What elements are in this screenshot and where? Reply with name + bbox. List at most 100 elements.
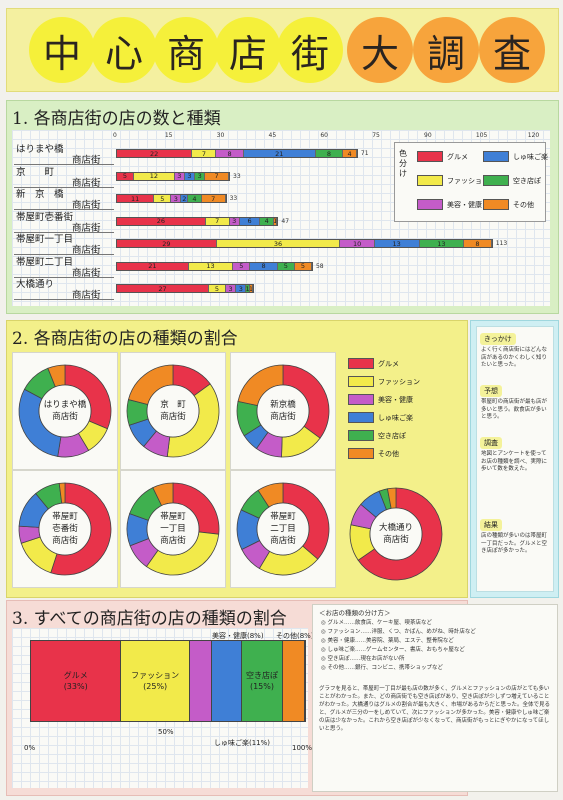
bar-segment: 4: [188, 195, 202, 202]
legend2-gourmet: グルメ: [348, 358, 399, 369]
title-char-4: 店: [215, 17, 281, 83]
swatch-other: [348, 448, 374, 459]
stack-segment-text: グルメ (33%): [64, 670, 88, 692]
title-char-1: 中: [29, 17, 95, 83]
donut-hole: [256, 502, 310, 556]
axis-tick: 15: [164, 132, 173, 139]
bar-segment: 27: [117, 285, 209, 292]
side-text-survey: 地図とアンケートを使ってお店の種類を調べ、実際に歩いて数を数えた。: [481, 451, 548, 472]
bar: 29 36 10 13 13 8: [116, 239, 493, 248]
side-heading-prediction: 予想: [480, 385, 502, 397]
bar-segment: 7: [205, 172, 229, 180]
donut-cell: 帯屋町 壱番街 商店街: [12, 470, 118, 588]
title-char-3: 商: [153, 17, 219, 83]
notes-item: ◎ ファッション……洋服、くつ、かばん、めがね、時計店など: [321, 629, 476, 635]
donut-label: 商店街: [270, 412, 296, 422]
swatch-gourmet: [417, 151, 443, 162]
side-heading-survey: 調査: [480, 437, 502, 449]
axis-tick: 60: [320, 132, 328, 139]
swatch-shikou: [348, 412, 374, 423]
donut-label: はりまや橋: [43, 400, 87, 410]
legend-label: グルメ: [447, 152, 468, 161]
bar-segment: 5: [208, 285, 226, 292]
donut-hole: [38, 502, 92, 556]
stack-segment: [189, 641, 212, 721]
row-sublabel: 商店街: [72, 155, 101, 166]
legend-shikou: しゅ味ご楽: [483, 151, 548, 162]
donut-label: 大橋通り: [378, 523, 413, 533]
bar-segment: 3: [171, 195, 182, 202]
bar: 11 5 3 2 4 7: [116, 194, 227, 203]
row-label: 大橋通り: [16, 279, 55, 290]
bar-segment: 7: [201, 195, 226, 202]
swatch-gourmet: [348, 358, 374, 369]
row-label: 帯屋町二丁目: [16, 256, 74, 268]
notes-item: ◎ グルメ……飲食店、ケーキ屋、喫茶店など: [321, 620, 433, 626]
notes-title: ＜お店の種類の分け方＞: [319, 609, 391, 617]
section2-heading: 2. 各商店街の店の種類の割合: [12, 329, 238, 349]
donut-label: 一丁目: [160, 524, 186, 534]
stack-segment: 空き店ぽ (15%): [241, 641, 284, 721]
bar-segment: 12: [133, 172, 175, 180]
donut-cell: 帯屋町 一丁目 商店街: [120, 470, 226, 588]
legend-label: グルメ: [378, 359, 399, 368]
stack-segment: [211, 641, 242, 721]
donut-cell: 帯屋町 二丁目 商店街: [230, 470, 336, 588]
bar-segment: 3: [184, 172, 196, 180]
axis-tick: 120: [527, 132, 540, 139]
legend2-beauty: 美容・健康: [348, 394, 413, 405]
stack-segment-pct: (15%): [249, 682, 274, 691]
callout-beauty: 美容・健康(8%): [212, 632, 264, 640]
bar-segment: 26: [117, 217, 206, 225]
swatch-shikou: [483, 151, 509, 162]
legend2-other: その他: [348, 448, 399, 459]
row-label: 帯屋町壱番街: [16, 211, 74, 223]
stack-segment-pct: (33%): [63, 682, 88, 691]
legend-label: その他: [513, 200, 534, 209]
bar: 21 13 5 8 5 5: [116, 261, 313, 271]
donut-cell: はりまや橋 商店街: [12, 352, 118, 470]
donut-label: 商店街: [383, 535, 409, 545]
row-divider: [14, 209, 114, 210]
side-text-prediction: 帯屋町の商店街が最も店が多いと思う。飲食店が多いと思う。: [481, 399, 548, 420]
legend-label: しゅ味ご楽: [378, 413, 413, 422]
callout-other: その他(8%): [276, 632, 314, 640]
bar-segment: 5: [294, 262, 312, 270]
legend2-empty: 空き店ぽ: [348, 430, 406, 441]
swatch-other: [483, 199, 509, 210]
stack-segment-pct: (25%): [143, 682, 168, 691]
bar-segment: 1: [246, 285, 250, 292]
bar-segment: 21: [117, 262, 189, 270]
axis-100: 100%: [292, 744, 313, 752]
donut-label: 二丁目: [270, 524, 296, 534]
bar-segment: 5: [154, 195, 172, 202]
side-text-result: 店の種類が多いのは帯屋町一丁目だった。グルメと空き店ぽが多かった。: [481, 533, 548, 554]
row-sublabel: 商店街: [72, 290, 101, 301]
row-sublabel: 商店街: [72, 177, 101, 189]
side-card: きっかけ よく行く商店街にはどんな店があるのかくわしく知りたいと思った。 予想 …: [476, 326, 554, 592]
bar-segment: 7: [205, 217, 230, 225]
side-text-motivation: よく行く商店街にはどんな店があるのかくわしく知りたいと思った。: [481, 347, 548, 368]
section1-heading: 1. 各商店街の店の数と種類: [12, 109, 221, 129]
stack-segment-label: 空き店ぽ: [245, 671, 278, 680]
notes-item: ◎ 美容・健康……美容院、薬局、エステ、整骨院など: [321, 638, 454, 644]
legend-label: ファッション: [447, 176, 489, 185]
row-divider: [14, 231, 114, 233]
bar-total: 33: [229, 195, 238, 202]
notes-box: ＜お店の種類の分け方＞ ◎ グルメ……飲食店、ケーキ屋、喫茶店など ◎ ファッシ…: [312, 604, 558, 792]
donut-label: 帯屋町: [270, 512, 296, 522]
stack-segment-label: グルメ: [63, 671, 88, 680]
stack-segment: グルメ (33%): [31, 641, 122, 721]
legend-label: しゅ味ご楽: [513, 152, 548, 161]
swatch-fashion: [417, 175, 443, 186]
legend2-fashion: ファッション: [348, 376, 420, 387]
row-label: 帯屋町一丁目: [16, 234, 74, 245]
axis-tick: 105: [475, 132, 488, 139]
bar-total: 58: [315, 262, 324, 270]
bar-segment: 3: [229, 217, 240, 225]
donut-hole: [146, 384, 200, 438]
bar-total: 33: [233, 172, 241, 180]
notes-summary: グラフを見ると、帯屋町一丁目が最も店の数が多く、グルメとファッションの店がとても…: [319, 686, 551, 732]
donut-cell: 新京橋 商店街: [230, 352, 336, 470]
